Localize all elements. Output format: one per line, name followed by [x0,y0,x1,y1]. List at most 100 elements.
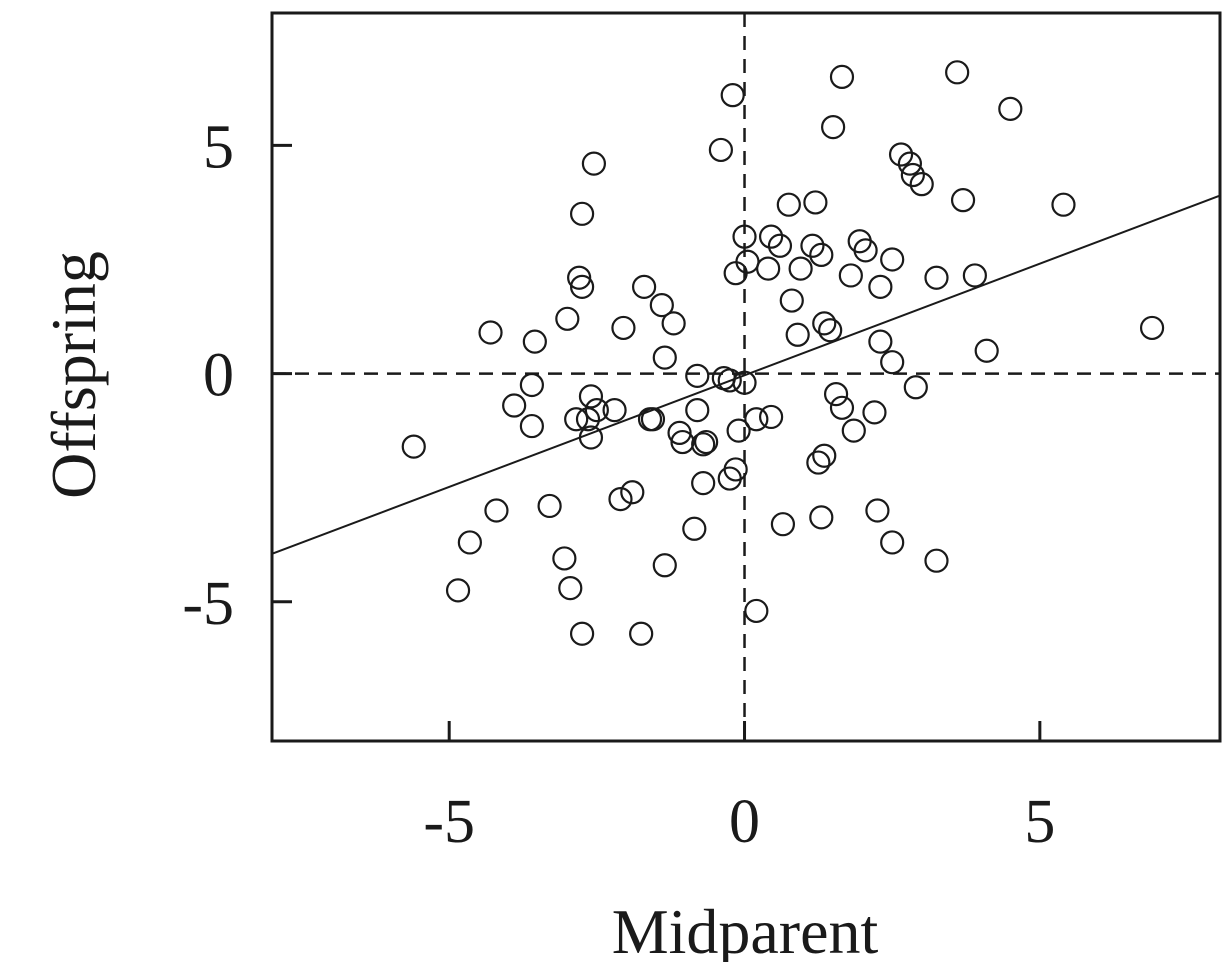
data-point [649,293,674,318]
data-point [629,621,654,646]
data-point [555,306,580,331]
data-point [829,395,855,420]
data-point [880,530,905,555]
data-point [558,575,583,601]
data-point [868,274,893,299]
data-point [897,151,923,176]
data-point [652,553,677,578]
data-point [924,265,949,290]
data-point [767,233,793,258]
data-point [552,546,577,571]
data-point [611,315,636,341]
y-axis-title: Offspring [38,251,109,499]
data-point [584,397,609,423]
data-point [401,434,426,459]
x-tick-label: 5 [1024,788,1055,856]
data-point [575,407,601,432]
data-point [726,418,751,443]
data-point [652,345,677,370]
data-point [581,151,607,176]
data-point [880,350,905,375]
data-point [809,242,834,268]
data-point [694,429,719,455]
data-point [900,162,925,188]
data-point [812,311,837,336]
data-point [950,188,976,213]
data-point [998,96,1023,121]
y-tick-label: 0 [203,342,234,410]
data-point [818,318,843,343]
data-point [868,329,893,354]
data-point [632,274,657,299]
data-point [732,224,757,249]
data-point [708,137,733,163]
x-tick-label: -5 [423,788,475,856]
data-point [838,263,863,288]
data-point [785,322,810,347]
data-point [788,256,813,281]
data-point [602,397,627,423]
data-point [903,375,928,400]
data-point [853,238,878,263]
data-point [800,233,825,258]
data-point [732,370,757,395]
data-point [569,621,595,646]
data-point [608,486,633,512]
data-point [776,192,801,217]
data-point [484,498,509,523]
data-point [829,64,855,89]
data-point [569,201,595,226]
data-point [478,320,503,345]
data-point [841,418,866,443]
data-point [682,516,707,541]
data-point [569,274,595,299]
data-point [806,450,831,475]
y-tick-label: -5 [182,570,234,638]
data-point [803,190,828,215]
data-point [812,443,837,468]
data-point [865,498,890,523]
data-point [888,142,914,167]
data-point [445,578,471,603]
data-point [809,505,834,530]
data-point [759,404,784,430]
data-point [862,400,887,425]
data-point [744,407,769,432]
data-point [723,457,748,482]
data-point [691,471,716,496]
data-point [567,265,592,290]
data-point [667,420,692,446]
y-tick-label: 5 [203,113,234,181]
data-point [924,548,949,573]
data-point [735,249,760,274]
x-axis-title: Midparent [612,896,879,962]
data-point [620,480,645,505]
data-point [685,363,710,388]
data-point [909,172,934,197]
data-point [661,311,686,336]
data-point [522,329,547,354]
data-point [823,382,849,407]
data-point [945,60,970,85]
data-point [744,598,769,624]
data-point [962,263,987,288]
data-point [578,425,604,450]
data-point [640,407,666,432]
data-point [457,530,482,555]
data-point [1051,192,1076,217]
data-point [502,393,527,418]
data-point [578,384,604,409]
plot-frame [270,11,1222,743]
data-point [685,397,710,423]
data-point [717,368,742,393]
data-point [880,247,905,272]
data-point [1139,315,1165,341]
data-point [519,372,544,398]
data-point [770,512,796,537]
regression-line [271,194,1221,555]
x-tick-label: 0 [729,788,760,856]
data-point [821,115,846,140]
data-point [564,407,589,432]
